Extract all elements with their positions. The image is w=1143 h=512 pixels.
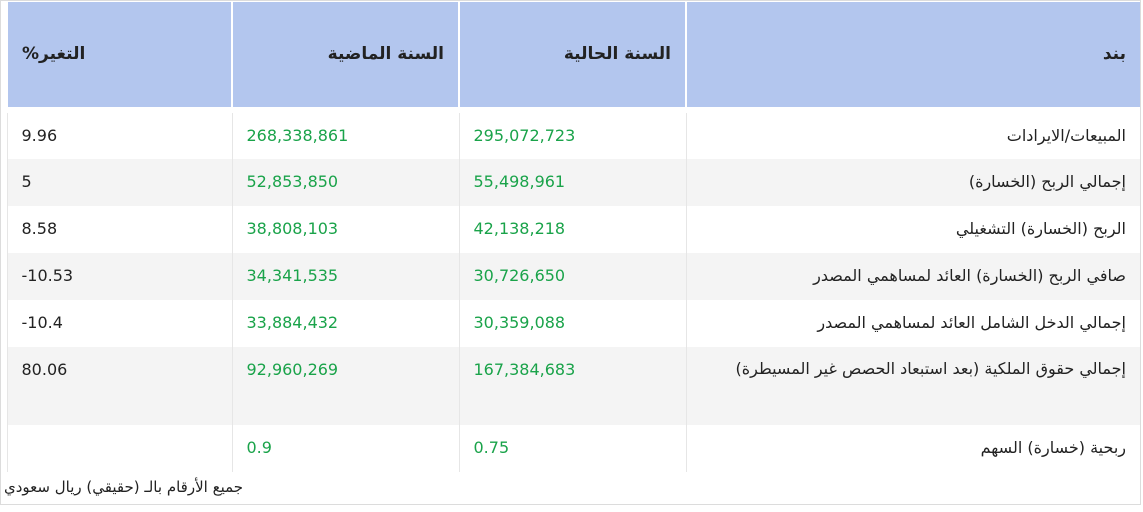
row-item-label: إجمالي حقوق الملكية (بعد استبعاد الحصص غ…	[685, 347, 1140, 425]
table-row: إجمالي الدخل الشامل العائد لمساهمي المصد…	[6, 300, 1140, 347]
row-change-value	[6, 425, 232, 472]
row-item-label: المبيعات/الايرادات	[685, 113, 1140, 159]
currency-footnote: جميع الأرقام بالـ (حقيقي) ريال سعودي	[4, 478, 244, 496]
header-current-year[interactable]: السنة الحالية	[458, 2, 686, 107]
row-change-value: 80.06	[6, 347, 232, 425]
row-current-value: 55,498,961	[458, 159, 686, 206]
row-previous-value: 52,853,850	[231, 159, 459, 206]
row-item-label: الربح (الخسارة) التشغيلي	[685, 206, 1140, 253]
row-change-value: 9.96	[6, 113, 232, 159]
row-previous-value: 0.9	[231, 425, 459, 472]
row-current-value: 42,138,218	[458, 206, 686, 253]
row-previous-value: 33,884,432	[231, 300, 459, 347]
table-row: الربح (الخسارة) التشغيلي 42,138,218 38,8…	[6, 206, 1140, 253]
table-row: صافي الربح (الخسارة) العائد لمساهمي المص…	[6, 253, 1140, 300]
row-current-value: 295,072,723	[458, 113, 686, 159]
header-item[interactable]: بند	[685, 2, 1140, 107]
row-current-value: 0.75	[458, 425, 686, 472]
row-previous-value: 268,338,861	[231, 113, 459, 159]
row-change-value: 10.4-	[6, 300, 232, 347]
table-row: ربحية (خسارة) السهم 0.75 0.9	[6, 425, 1140, 472]
row-item-label: إجمالي الدخل الشامل العائد لمساهمي المصد…	[685, 300, 1140, 347]
row-change-value: 5	[6, 159, 232, 206]
row-current-value: 167,384,683	[458, 347, 686, 425]
financial-summary-table: بند السنة الحالية السنة الماضية التغير% …	[6, 2, 1140, 472]
row-previous-value: 92,960,269	[231, 347, 459, 425]
table-row: المبيعات/الايرادات 295,072,723 268,338,8…	[6, 113, 1140, 159]
row-item-label: صافي الربح (الخسارة) العائد لمساهمي المص…	[685, 253, 1140, 300]
row-item-label: إجمالي الربح (الخسارة)	[685, 159, 1140, 206]
row-previous-value: 34,341,535	[231, 253, 459, 300]
table-row: إجمالي الربح (الخسارة) 55,498,961 52,853…	[6, 159, 1140, 206]
row-change-value: 10.53-	[6, 253, 232, 300]
row-current-value: 30,359,088	[458, 300, 686, 347]
row-item-label: ربحية (خسارة) السهم	[685, 425, 1140, 472]
row-current-value: 30,726,650	[458, 253, 686, 300]
row-change-value: 8.58	[6, 206, 232, 253]
header-change[interactable]: التغير%	[6, 2, 232, 107]
row-previous-value: 38,808,103	[231, 206, 459, 253]
header-previous-year[interactable]: السنة الماضية	[231, 2, 459, 107]
table-row: إجمالي حقوق الملكية (بعد استبعاد الحصص غ…	[6, 347, 1140, 425]
table-header-row: بند السنة الحالية السنة الماضية التغير%	[6, 2, 1140, 107]
